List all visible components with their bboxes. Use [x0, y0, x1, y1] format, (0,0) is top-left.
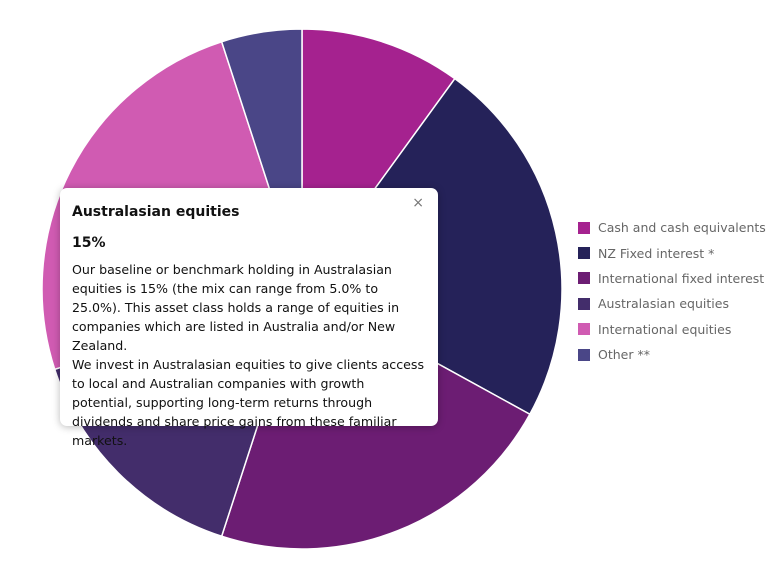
legend-item-international-equities[interactable]: International equities: [578, 317, 766, 342]
legend-label: International fixed interest: [598, 270, 765, 286]
segment-tooltip: × Australasian equities 15% Our baseline…: [60, 188, 438, 448]
chart-legend: Cash and cash equivalents NZ Fixed inter…: [578, 215, 766, 367]
legend-swatch: [578, 247, 590, 260]
legend-item-australasian-equities[interactable]: Australasian equities: [578, 291, 766, 316]
tooltip-title: Australasian equities: [72, 204, 240, 220]
legend-label: Cash and cash equivalents: [598, 220, 766, 236]
close-icon[interactable]: ×: [412, 195, 424, 211]
tooltip-paragraph-2: We invest in Australasian equities to gi…: [72, 357, 425, 448]
tooltip-description: Our baseline or benchmark holding in Aus…: [72, 260, 424, 450]
legend-item-other[interactable]: Other **: [578, 342, 766, 367]
legend-swatch: [578, 297, 590, 310]
legend-label: International equities: [598, 321, 732, 337]
legend-item-cash[interactable]: Cash and cash equivalents: [578, 215, 766, 240]
legend-swatch: [578, 348, 590, 361]
legend-swatch: [578, 221, 590, 234]
legend-label: Other **: [598, 347, 650, 363]
tooltip-paragraph-1: Our baseline or benchmark holding in Aus…: [72, 262, 400, 353]
legend-label: Australasian equities: [598, 296, 729, 312]
legend-swatch: [578, 323, 590, 336]
legend-swatch: [578, 272, 590, 285]
tooltip-value: 15%: [72, 235, 106, 251]
legend-item-international-fixed-interest[interactable]: International fixed interest: [578, 266, 766, 291]
legend-item-nz-fixed-interest[interactable]: NZ Fixed interest *: [578, 240, 766, 265]
legend-label: NZ Fixed interest *: [598, 245, 715, 261]
